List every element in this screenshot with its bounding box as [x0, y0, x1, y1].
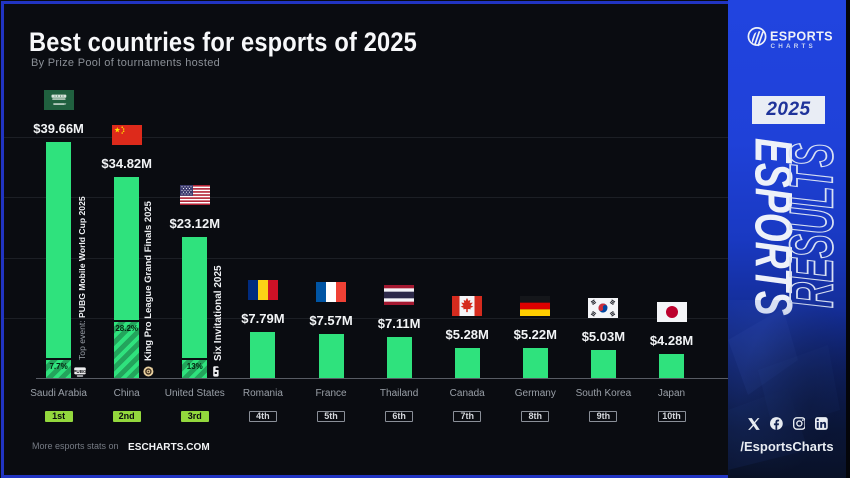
svg-text:CHARTS: CHARTS [771, 43, 816, 49]
svg-text:ESPORTS: ESPORTS [770, 29, 833, 43]
svg-text:PUBG: PUBG [74, 369, 86, 374]
